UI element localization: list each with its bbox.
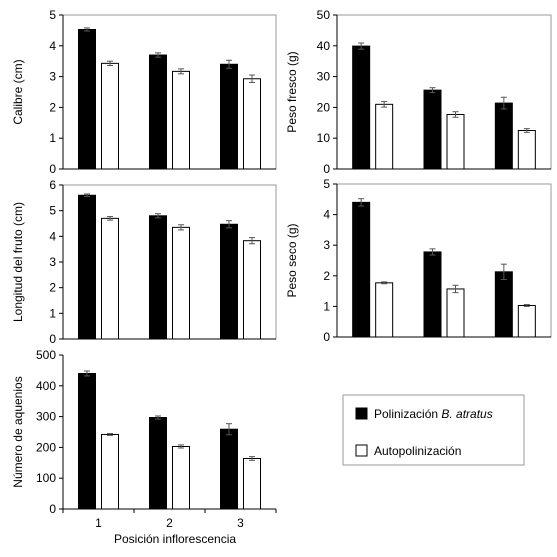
chart-numero-aquenios: 0 100 200 300 400 500 Número de aquenios 1 2 3 — [11, 348, 277, 530]
legend-label-polinizacion: Polinización B. atratus — [374, 407, 493, 421]
numero-aquenios-bar-polinizacion-3 — [220, 428, 238, 510]
legend-label-polinizacion-italic: B. atratus — [441, 407, 492, 421]
legend-label-polinizacion-plain: Polinización — [374, 407, 441, 421]
chart-longitud-fruto: 0 1 2 3 4 5 6 Longitud del fruto (cm) — [11, 178, 277, 346]
peso-seco-y-tick-label: 4 — [323, 208, 330, 222]
peso-fresco-y-tick-label: 50 — [317, 8, 331, 22]
peso-fresco-bar-autopolinizacion-2 — [446, 113, 465, 170]
calibre-y-tick-label: 2 — [49, 100, 56, 114]
chart-peso-fresco: 0 10 20 30 40 50 Peso fresco (g) — [285, 8, 552, 176]
peso-seco-y-tick-label: 3 — [323, 238, 330, 252]
peso-fresco-bar-autopolinizacion-1 — [375, 103, 394, 170]
peso-fresco-y-tick-label: 40 — [317, 39, 331, 53]
calibre-bar-autopolinizacion-2 — [172, 70, 190, 170]
peso-seco-y-axis-title: Peso seco (g) — [285, 223, 299, 297]
legend: Polinización B. atratus Autopolinización — [342, 394, 525, 466]
longitud-fruto-bar-polinizacion-3 — [220, 223, 238, 340]
longitud-fruto-bar-autopolinizacion-2 — [172, 226, 190, 340]
numero-aquenios-x-tick-label: 2 — [166, 516, 173, 530]
peso-fresco-bar-polinizacion-3 — [494, 102, 513, 170]
numero-aquenios-y-tick-label: 200 — [36, 440, 56, 454]
calibre-y-tick-label: 5 — [49, 8, 56, 22]
longitud-fruto-bar-polinizacion-2 — [149, 215, 167, 340]
peso-seco-y-tick-label: 1 — [323, 299, 330, 313]
longitud-fruto-y-axis-title: Longitud del fruto (cm) — [11, 202, 25, 322]
legend-frame — [342, 394, 525, 466]
longitud-fruto-y-tick-label: 3 — [49, 255, 56, 269]
numero-aquenios-y-tick-label: 400 — [36, 379, 56, 393]
numero-aquenios-bar-polinizacion-1 — [78, 372, 96, 510]
longitud-fruto-y-tick-label: 6 — [49, 178, 56, 192]
peso-seco-bar-polinizacion-3 — [494, 271, 513, 338]
longitud-fruto-y-tick-label: 2 — [49, 281, 56, 295]
peso-fresco-bar-polinizacion-2 — [423, 89, 442, 170]
numero-aquenios-bar-autopolinizacion-1 — [101, 433, 119, 510]
longitud-fruto-y-tick-label: 5 — [49, 204, 56, 218]
numero-aquenios-x-tick-label: 1 — [95, 516, 102, 530]
peso-seco-y-tick-label: 2 — [323, 269, 330, 283]
peso-fresco-y-tick-label: 30 — [317, 70, 331, 84]
numero-aquenios-y-tick-label: 500 — [36, 348, 56, 362]
peso-seco-bar-polinizacion-1 — [352, 201, 371, 338]
numero-aquenios-bar-autopolinizacion-2 — [172, 445, 190, 510]
numero-aquenios-bar-polinizacion-2 — [149, 417, 167, 510]
chart-peso-seco: 0 1 2 3 4 5 Peso seco (g) — [285, 177, 552, 344]
x-axis-title: Posición inflorescencia — [114, 532, 236, 546]
calibre-y-axis-title: Calibre (cm) — [11, 59, 25, 124]
peso-fresco-y-axis-title: Peso fresco (g) — [285, 51, 299, 132]
peso-fresco-y-tick-label: 0 — [323, 162, 330, 176]
legend-label-autopolinizacion: Autopolinización — [374, 444, 461, 458]
longitud-fruto-bar-autopolinizacion-1 — [101, 217, 119, 340]
calibre-y-tick-label: 3 — [49, 70, 56, 84]
calibre-y-tick-label: 4 — [49, 39, 56, 53]
numero-aquenios-y-axis-title: Número de aquenios — [11, 376, 25, 487]
legend-swatch-polinizacion — [355, 407, 368, 420]
peso-fresco-bar-autopolinizacion-3 — [517, 130, 536, 170]
peso-seco-y-tick-label: 5 — [323, 177, 330, 191]
calibre-bar-polinizacion-1 — [78, 28, 96, 170]
numero-aquenios-y-tick-label: 100 — [36, 471, 56, 485]
chart-calibre: 0 1 2 3 4 5 Calibre (cm) — [11, 8, 277, 176]
peso-seco-bar-polinizacion-2 — [423, 251, 442, 338]
longitud-fruto-bar-autopolinizacion-3 — [243, 240, 261, 340]
longitud-fruto-y-tick-label: 0 — [49, 332, 56, 346]
calibre-y-tick-label: 0 — [49, 162, 56, 176]
peso-fresco-y-tick-label: 20 — [317, 100, 331, 114]
numero-aquenios-y-tick-label: 0 — [49, 502, 56, 516]
legend-swatch-autopolinizacion — [355, 444, 368, 457]
peso-seco-bar-autopolinizacion-2 — [446, 288, 465, 338]
numero-aquenios-y-tick-label: 300 — [36, 410, 56, 424]
longitud-fruto-bar-polinizacion-1 — [78, 194, 96, 340]
numero-aquenios-bar-autopolinizacion-3 — [243, 457, 261, 510]
calibre-bar-autopolinizacion-1 — [101, 62, 119, 170]
calibre-y-tick-label: 1 — [49, 131, 56, 145]
peso-seco-bar-autopolinizacion-1 — [375, 282, 394, 338]
peso-fresco-bar-polinizacion-1 — [352, 45, 371, 170]
longitud-fruto-y-tick-label: 1 — [49, 306, 56, 320]
peso-seco-bar-autopolinizacion-3 — [517, 304, 536, 338]
calibre-bar-autopolinizacion-3 — [243, 78, 261, 170]
calibre-bar-polinizacion-3 — [220, 63, 238, 170]
longitud-fruto-y-tick-label: 4 — [49, 229, 56, 243]
numero-aquenios-x-tick-label: 3 — [237, 516, 244, 530]
peso-fresco-y-tick-label: 10 — [317, 131, 331, 145]
peso-seco-y-tick-label: 0 — [323, 330, 330, 344]
calibre-bar-polinizacion-2 — [149, 54, 167, 170]
